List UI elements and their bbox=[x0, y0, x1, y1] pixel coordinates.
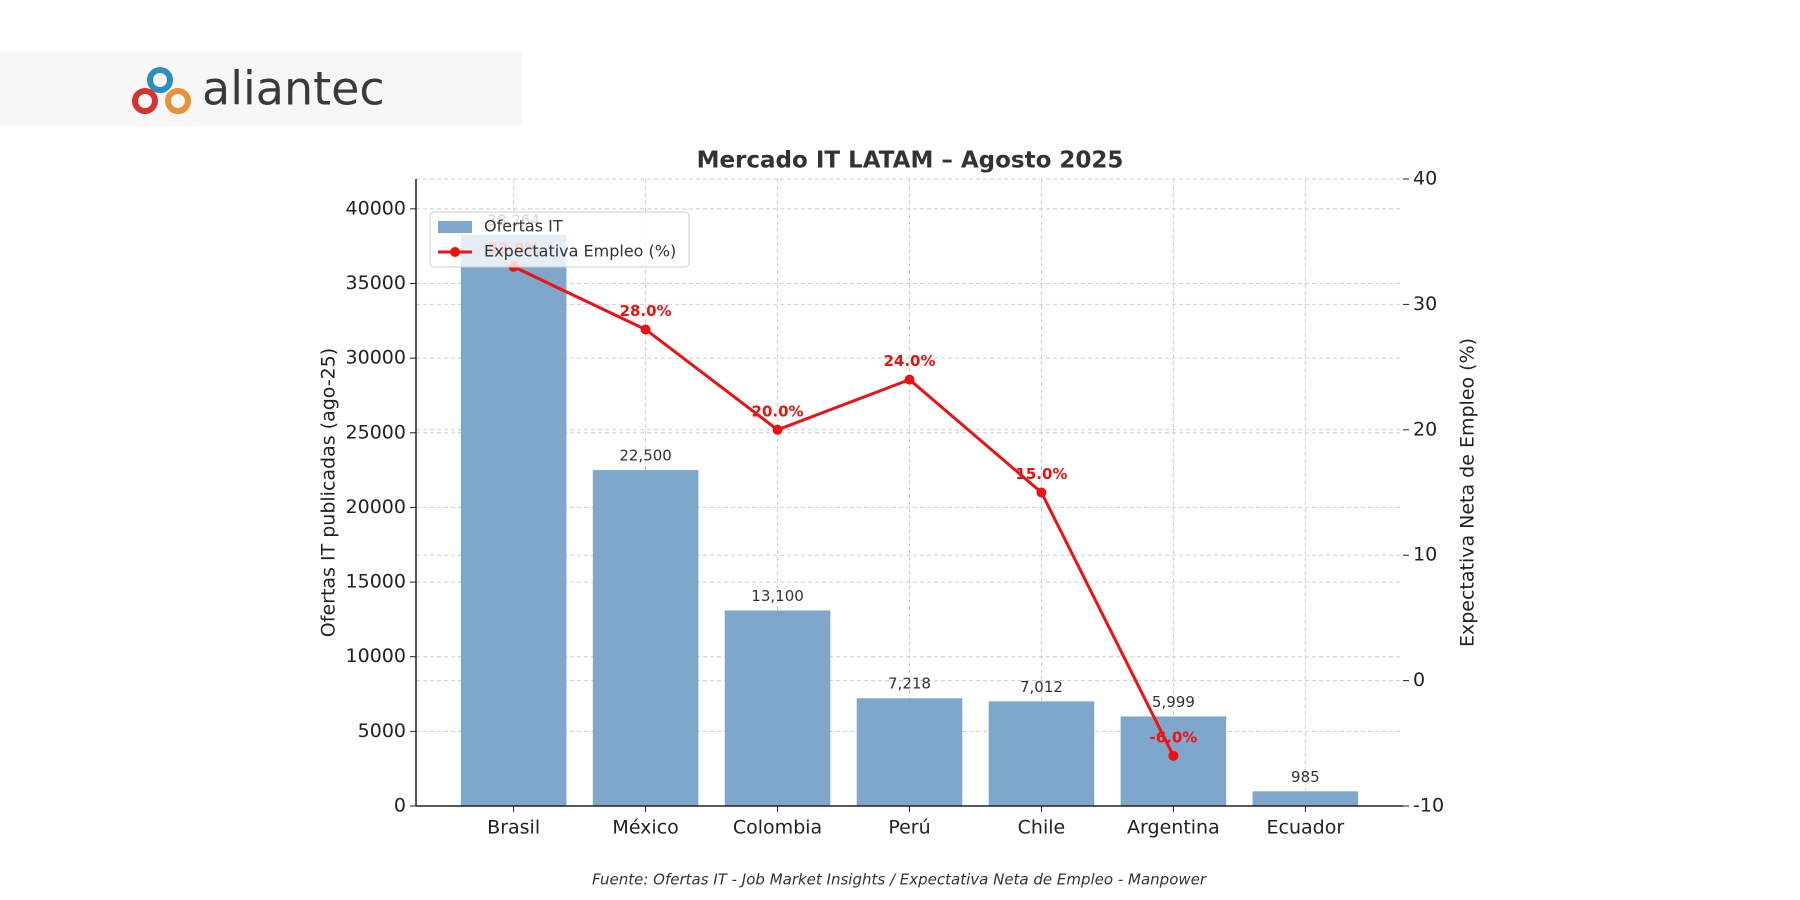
y-tick-label: 5000 bbox=[358, 720, 406, 742]
x-tick-label: Ecuador bbox=[1267, 817, 1345, 839]
line-point bbox=[904, 374, 915, 385]
bar-value-label: 13,100 bbox=[751, 587, 804, 605]
logo-text: aliantec bbox=[202, 62, 385, 116]
y2-tick-label: -10 bbox=[1413, 795, 1444, 817]
bar bbox=[988, 701, 1095, 806]
x-tick-label: Colombia bbox=[733, 817, 822, 839]
y-tick-label: 25000 bbox=[346, 421, 406, 443]
legend-label: Ofertas IT bbox=[484, 217, 563, 236]
logo-banner bbox=[0, 52, 522, 126]
x-tick-label: Chile bbox=[1018, 817, 1066, 839]
bar bbox=[460, 234, 567, 807]
y2-tick-label: 30 bbox=[1413, 293, 1437, 315]
bar bbox=[592, 470, 699, 806]
bar bbox=[724, 610, 831, 806]
y2-tick-label: 10 bbox=[1413, 544, 1437, 566]
legend-swatch bbox=[438, 221, 472, 233]
x-tick-label: Argentina bbox=[1127, 817, 1220, 839]
bar-value-label: 22,500 bbox=[619, 447, 672, 465]
line bbox=[513, 265, 1175, 757]
line-point bbox=[1168, 750, 1179, 761]
line-value-label: 15.0% bbox=[1015, 465, 1067, 483]
y-tick-label: 40000 bbox=[346, 197, 406, 219]
legend-label: Expectativa Empleo (%) bbox=[484, 242, 676, 261]
y-tick-label: 30000 bbox=[346, 347, 406, 369]
legend-box bbox=[429, 211, 690, 268]
bar-value-label: 7,012 bbox=[1020, 678, 1063, 696]
bar-value-label: 5,999 bbox=[1152, 693, 1195, 711]
bar-value-label: 985 bbox=[1291, 768, 1320, 786]
line-point bbox=[640, 324, 651, 335]
x-tick-label: Perú bbox=[888, 817, 930, 839]
y2-tick-label: 40 bbox=[1413, 168, 1437, 190]
line-value-label: 20.0% bbox=[752, 402, 804, 420]
x-tick-label: Brasil bbox=[487, 817, 540, 839]
y-tick-label: 20000 bbox=[346, 496, 406, 518]
line-point bbox=[772, 424, 783, 435]
y-axis-label: Ofertas IT publicadas (ago-25) bbox=[318, 348, 340, 637]
line-point bbox=[1036, 487, 1047, 498]
y2-tick-label: 20 bbox=[1413, 418, 1437, 440]
bar bbox=[856, 698, 963, 806]
y-tick-label: 35000 bbox=[346, 272, 406, 294]
x-tick-label: México bbox=[612, 817, 678, 839]
line-value-label: 28.0% bbox=[620, 302, 672, 320]
y-tick-label: 0 bbox=[394, 795, 406, 817]
bar bbox=[1120, 716, 1227, 806]
y-tick-label: 15000 bbox=[346, 571, 406, 593]
logo-icon bbox=[132, 67, 191, 114]
bar-value-label: 7,218 bbox=[888, 675, 931, 693]
chart-title: Mercado IT LATAM – Agosto 2025 bbox=[697, 148, 1124, 174]
line-value-label: -6.0% bbox=[1149, 728, 1197, 746]
legend-swatch-dot bbox=[450, 247, 460, 257]
y2-tick-label: 0 bbox=[1413, 669, 1425, 691]
bar bbox=[1252, 791, 1359, 806]
line-value-label: 24.0% bbox=[883, 352, 935, 370]
source-note: Fuente: Ofertas IT - Job Market Insights… bbox=[592, 871, 1207, 889]
y-tick-label: 10000 bbox=[346, 645, 406, 667]
y2-axis-label: Expectativa Neta de Empleo (%) bbox=[1457, 338, 1479, 647]
